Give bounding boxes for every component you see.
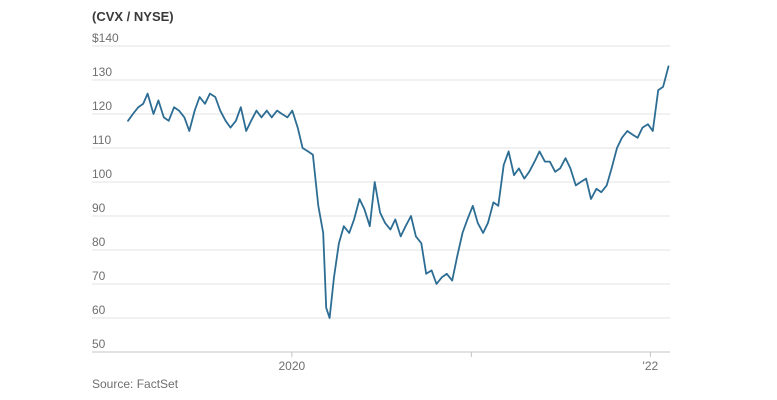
x-tick-label: 2020 — [278, 359, 305, 373]
chart-source: Source: FactSet — [92, 377, 179, 391]
y-tick-label: 120 — [92, 99, 112, 113]
y-tick-label: 100 — [92, 167, 112, 181]
x-tick-label: '22 — [643, 359, 659, 373]
y-tick-label: 50 — [92, 337, 106, 351]
price-line — [127, 65, 670, 319]
y-tick-label: 80 — [92, 235, 106, 249]
y-tick-label: 130 — [92, 65, 112, 79]
y-tick-label: $140 — [92, 31, 119, 45]
y-tick-label: 90 — [92, 201, 106, 215]
y-tick-label: 70 — [92, 269, 106, 283]
y-tick-label: 60 — [92, 303, 106, 317]
chart-subtitle: (CVX / NYSE) — [92, 9, 174, 24]
y-tick-label: 110 — [92, 133, 111, 147]
